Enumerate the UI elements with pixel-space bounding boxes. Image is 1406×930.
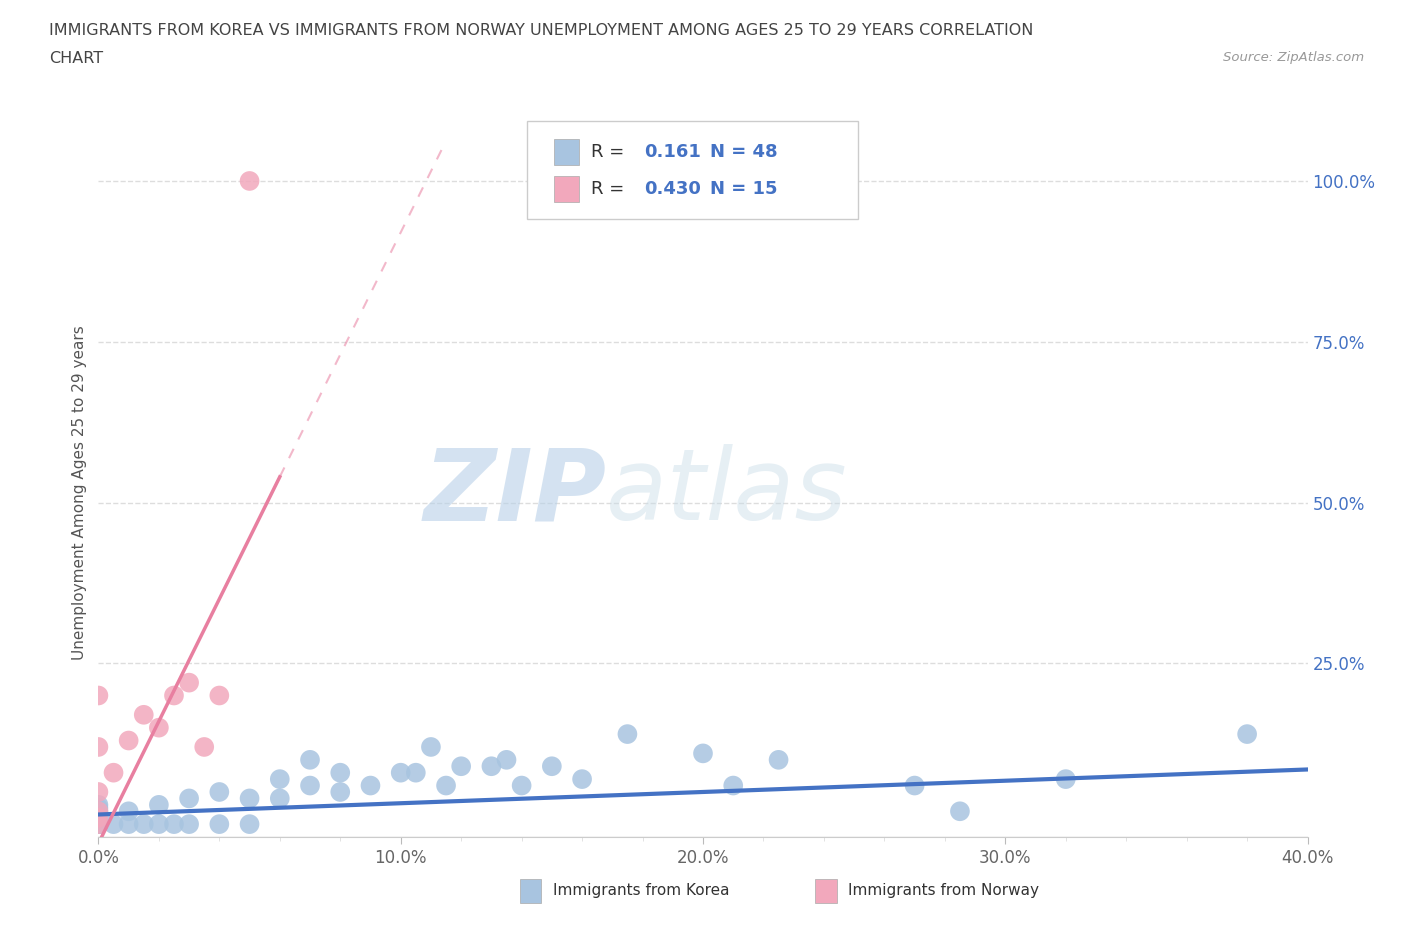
Point xyxy=(405,765,427,780)
Point xyxy=(208,817,231,831)
Point xyxy=(87,817,110,831)
Point xyxy=(118,817,141,831)
Point xyxy=(87,810,110,825)
Point xyxy=(420,739,443,754)
Point xyxy=(87,804,110,818)
Point xyxy=(239,174,262,189)
Point xyxy=(481,759,503,774)
Point xyxy=(208,688,231,703)
Point xyxy=(103,765,125,780)
Point xyxy=(616,726,638,741)
Text: R =: R = xyxy=(591,142,630,161)
Point xyxy=(148,817,170,831)
Text: ZIP: ZIP xyxy=(423,445,606,541)
Point xyxy=(87,807,110,822)
Point xyxy=(1236,726,1258,741)
Point xyxy=(540,759,562,774)
Point xyxy=(87,817,110,831)
Text: 0.430: 0.430 xyxy=(644,179,700,198)
Point xyxy=(118,804,141,818)
Text: atlas: atlas xyxy=(606,445,848,541)
Text: Immigrants from Korea: Immigrants from Korea xyxy=(553,884,730,898)
Point xyxy=(949,804,972,818)
Point xyxy=(179,791,201,806)
Point xyxy=(87,739,110,754)
Point xyxy=(239,791,262,806)
Point xyxy=(692,746,714,761)
Point xyxy=(132,708,155,723)
Point xyxy=(148,720,170,735)
Point xyxy=(193,739,215,754)
Point xyxy=(163,817,186,831)
Point xyxy=(87,801,110,816)
Point xyxy=(495,752,517,767)
Point xyxy=(360,778,382,793)
Point xyxy=(239,817,262,831)
Point xyxy=(510,778,533,793)
Point xyxy=(299,752,322,767)
Point xyxy=(87,688,110,703)
Point xyxy=(269,791,291,806)
Point xyxy=(571,772,593,787)
Point xyxy=(148,797,170,812)
Point xyxy=(1054,772,1077,787)
Point xyxy=(163,688,186,703)
Text: IMMIGRANTS FROM KOREA VS IMMIGRANTS FROM NORWAY UNEMPLOYMENT AMONG AGES 25 TO 29: IMMIGRANTS FROM KOREA VS IMMIGRANTS FROM… xyxy=(49,23,1033,38)
Point xyxy=(87,797,110,812)
Text: Source: ZipAtlas.com: Source: ZipAtlas.com xyxy=(1223,51,1364,64)
Point xyxy=(87,817,110,831)
Point xyxy=(208,785,231,800)
Point xyxy=(132,817,155,831)
Point xyxy=(118,733,141,748)
Point xyxy=(329,765,352,780)
Point xyxy=(269,772,291,787)
Point xyxy=(329,785,352,800)
Point xyxy=(723,778,745,793)
Point xyxy=(389,765,412,780)
Y-axis label: Unemployment Among Ages 25 to 29 years: Unemployment Among Ages 25 to 29 years xyxy=(72,326,87,660)
Text: CHART: CHART xyxy=(49,51,103,66)
Point xyxy=(87,817,110,831)
Point xyxy=(434,778,457,793)
Point xyxy=(87,785,110,800)
Point xyxy=(103,817,125,831)
Point xyxy=(87,804,110,818)
Point xyxy=(768,752,790,767)
Point xyxy=(179,817,201,831)
Text: N = 48: N = 48 xyxy=(710,142,778,161)
Text: N = 15: N = 15 xyxy=(710,179,778,198)
Text: R =: R = xyxy=(591,179,630,198)
Text: 0.161: 0.161 xyxy=(644,142,700,161)
Point xyxy=(179,675,201,690)
Point xyxy=(87,810,110,825)
Point xyxy=(299,778,322,793)
Point xyxy=(87,817,110,831)
Text: Immigrants from Norway: Immigrants from Norway xyxy=(848,884,1039,898)
Point xyxy=(450,759,472,774)
Point xyxy=(904,778,927,793)
Point xyxy=(87,814,110,829)
